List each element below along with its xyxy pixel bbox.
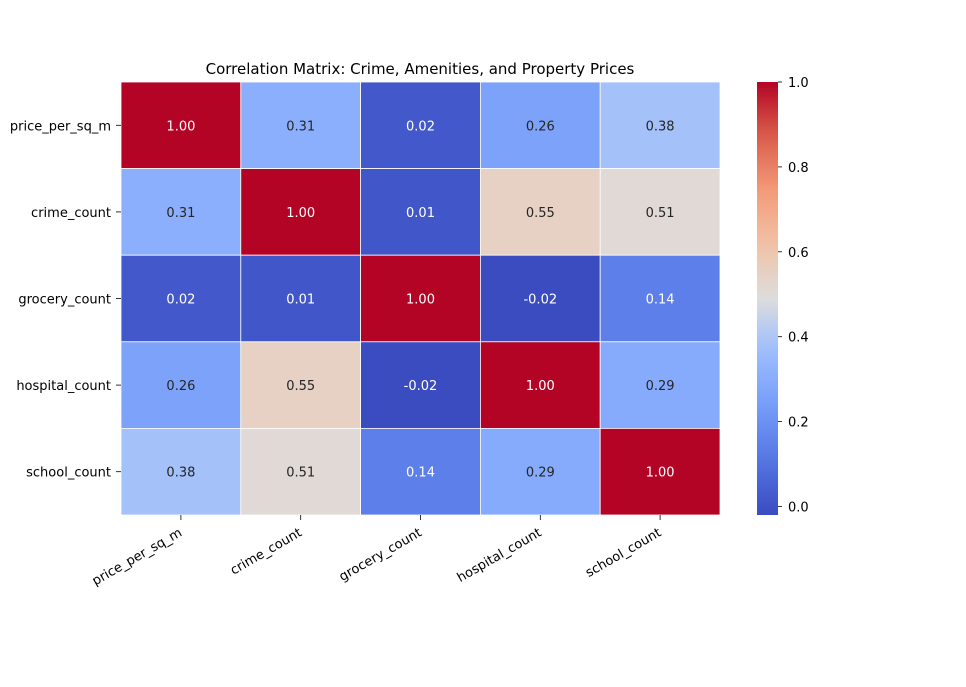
heatmap-cell xyxy=(360,168,481,256)
cell-value-label: 0.02 xyxy=(406,119,435,134)
cell-value-label: 0.31 xyxy=(286,119,315,134)
cell-value-label: 0.26 xyxy=(166,379,195,394)
row-labels: price_per_sq_m crime_count grocery_countho… xyxy=(10,119,121,481)
heatmap-cell xyxy=(120,168,242,256)
colorbar-tick-label: 0.6 xyxy=(788,246,809,261)
cell-value-label: 1.00 xyxy=(166,119,195,134)
y-tick-label: crime_count xyxy=(31,206,111,221)
colorbar: 0.0 0.2 0.4 0.6 0.8 1.0 xyxy=(757,76,809,516)
heatmap-cell xyxy=(360,254,481,343)
cell-value-label: 0.55 xyxy=(286,379,315,394)
cell-value-label: 1.00 xyxy=(526,379,555,394)
heatmap-cell xyxy=(120,427,242,516)
x-tick-label: hospital_count xyxy=(455,525,545,585)
heatmap-cell xyxy=(599,341,721,429)
heatmap-cell xyxy=(240,341,362,429)
heatmap-cell xyxy=(479,341,601,429)
colorbar-tick-label: 0.8 xyxy=(788,161,809,176)
colorbar-tick-label: 0.0 xyxy=(788,501,809,516)
cell-value-label: 1.00 xyxy=(406,293,435,308)
cell-value-label: -0.02 xyxy=(404,379,438,394)
cell-value-label: 0.02 xyxy=(166,293,195,308)
heatmap-cell xyxy=(479,254,601,343)
heatmap-cell xyxy=(599,81,721,169)
cell-value-label: 0.29 xyxy=(526,466,555,481)
heatmap-cell xyxy=(240,81,362,169)
heatmap-cell xyxy=(360,427,481,516)
cell-value-label: 0.29 xyxy=(646,379,675,394)
heatmap-cell xyxy=(599,168,721,256)
cell-value-label: 0.38 xyxy=(166,466,195,481)
heatmap-cell xyxy=(599,254,721,343)
cell-value-label: 0.51 xyxy=(286,466,315,481)
y-tick-label: hospital_count xyxy=(16,379,111,394)
heatmap-cell xyxy=(360,341,481,429)
y-tick-label: grocery_count xyxy=(18,293,111,308)
x-tick-label: grocery_count xyxy=(337,525,425,584)
cell-value-label: 0.01 xyxy=(286,293,315,308)
cell-value-label: 0.38 xyxy=(646,119,675,134)
y-tick-label: school_count xyxy=(26,466,111,481)
heatmap-cells: 1.00 0.31 0.02 0.26 0.38 0.31 1.00 0.01 0.55 0.51… xyxy=(120,81,721,516)
heatmap-cell xyxy=(599,427,721,516)
cell-value-label: 0.31 xyxy=(166,206,195,221)
cell-value-label: 1.00 xyxy=(286,206,315,221)
heatmap-cell xyxy=(120,81,242,169)
colorbar-gradient xyxy=(757,82,778,515)
colorbar-tick-label: 0.4 xyxy=(788,331,809,346)
heatmap-cell xyxy=(360,81,481,169)
cell-value-label: 0.01 xyxy=(406,206,435,221)
cell-value-label: 0.14 xyxy=(646,293,675,308)
cell-value-label: 1.00 xyxy=(646,466,675,481)
cell-value-label: 0.26 xyxy=(526,119,555,134)
colorbar-tick-label: 1.0 xyxy=(788,76,809,91)
cell-value-label: 0.51 xyxy=(646,206,675,221)
x-tick-label: school_count xyxy=(583,525,664,580)
column-labels: price_per_sq_m crime_count grocery_count ho… xyxy=(90,515,664,589)
cell-value-label: -0.02 xyxy=(523,293,557,308)
x-tick-label: crime_count xyxy=(228,525,305,578)
heatmap-cell xyxy=(240,427,362,516)
y-tick-label: price_per_sq_m xyxy=(10,119,111,134)
chart-title: Correlation Matrix: Crime, Amenities, an… xyxy=(206,60,635,78)
heatmap-cell xyxy=(479,81,601,169)
cell-value-label: 0.14 xyxy=(406,466,435,481)
cell-value-label: 0.55 xyxy=(526,206,555,221)
heatmap-cell xyxy=(240,254,362,343)
x-tick-label: price_per_sq_m xyxy=(90,525,185,589)
colorbar-tick-label: 0.2 xyxy=(788,416,809,431)
